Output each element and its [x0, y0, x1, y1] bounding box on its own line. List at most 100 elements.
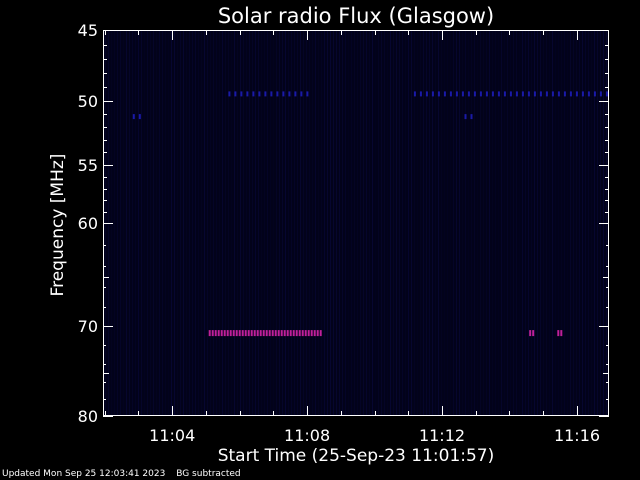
burst-mark	[256, 330, 259, 337]
background-stripe	[477, 31, 478, 415]
burst-mark	[277, 330, 280, 337]
burst-mark	[132, 114, 135, 120]
burst-mark	[485, 91, 488, 97]
burst-mark	[503, 91, 506, 97]
burst-band	[228, 91, 309, 97]
y-tick-label: 80	[78, 407, 98, 426]
burst-mark	[319, 330, 322, 337]
background-stripe	[435, 31, 436, 415]
burst-mark	[557, 91, 560, 97]
background-stripe	[189, 31, 190, 415]
burst-mark	[425, 91, 428, 97]
background-stripe	[345, 31, 346, 415]
burst-mark	[532, 330, 535, 337]
burst-mark	[288, 91, 291, 97]
background-stripe	[363, 31, 364, 415]
background-stripe	[267, 31, 268, 415]
updated-timestamp: Updated Mon Sep 25 12:03:41 2023	[2, 469, 166, 479]
burst-band	[529, 330, 535, 337]
burst-mark	[306, 91, 309, 97]
background-stripe	[273, 31, 274, 415]
background-stripe	[138, 31, 139, 415]
burst-mark	[545, 91, 548, 97]
background-stripe	[216, 31, 217, 415]
background-stripe	[465, 31, 466, 415]
burst-mark	[539, 91, 542, 97]
burst-mark	[259, 330, 262, 337]
background-stripe	[447, 31, 448, 415]
burst-mark	[575, 91, 578, 97]
burst-mark	[247, 330, 250, 337]
background-stripe	[123, 31, 124, 415]
background-stripe	[495, 31, 496, 415]
burst-mark	[479, 91, 482, 97]
background-stripe	[468, 31, 469, 415]
background-stripe	[300, 31, 301, 415]
burst-mark	[307, 330, 310, 337]
background-stripe	[204, 31, 205, 415]
burst-band	[208, 330, 322, 337]
background-stripe	[114, 31, 115, 415]
burst-mark	[467, 91, 470, 97]
background-stripe	[588, 31, 589, 415]
background-stripe	[366, 31, 367, 415]
background-stripe	[531, 31, 532, 415]
burst-mark	[235, 330, 238, 337]
burst-mark	[294, 91, 297, 97]
background-stripe	[279, 31, 280, 415]
background-stripe	[330, 31, 331, 415]
background-stripe	[417, 31, 418, 415]
y-axis-label: Frequency [MHz]	[48, 154, 68, 297]
x-tick-label: 11:04	[149, 426, 195, 445]
background-stripe	[348, 31, 349, 415]
background-stripe	[573, 31, 574, 415]
background-stripe	[378, 31, 379, 415]
burst-mark	[214, 330, 217, 337]
burst-mark	[509, 91, 512, 97]
burst-mark	[286, 330, 289, 337]
background-stripe	[120, 31, 121, 415]
background-stripe	[462, 31, 463, 415]
burst-mark	[282, 91, 285, 97]
burst-mark	[265, 330, 268, 337]
background-stripe	[132, 31, 133, 415]
burst-mark	[262, 330, 265, 337]
background-stripe	[165, 31, 166, 415]
background-stripe	[534, 31, 535, 415]
background-stripe	[522, 31, 523, 415]
burst-mark	[587, 91, 590, 97]
background-stripe	[264, 31, 265, 415]
background-stripe	[567, 31, 568, 415]
background-stripe	[393, 31, 394, 415]
background-stripe	[261, 31, 262, 415]
background-stripe	[252, 31, 253, 415]
burst-mark	[464, 114, 467, 120]
background-stripe	[339, 31, 340, 415]
burst-mark	[217, 330, 220, 337]
background-stripe	[351, 31, 352, 415]
background-stripe	[369, 31, 370, 415]
background-stripe	[594, 31, 595, 415]
background-stripe	[429, 31, 430, 415]
background-stripe	[234, 31, 235, 415]
burst-mark	[241, 330, 244, 337]
background-stripe	[162, 31, 163, 415]
burst-mark	[316, 330, 319, 337]
background-stripe	[270, 31, 271, 415]
background-stripe	[291, 31, 292, 415]
background-stripe	[582, 31, 583, 415]
background-stripe	[411, 31, 412, 415]
burst-mark	[268, 330, 271, 337]
background-stripe	[414, 31, 415, 415]
burst-mark	[301, 330, 304, 337]
background-stripe	[564, 31, 565, 415]
background-stripe	[174, 31, 175, 415]
background-stripe	[399, 31, 400, 415]
background-stripe	[159, 31, 160, 415]
background-stripe	[186, 31, 187, 415]
burst-mark	[234, 91, 237, 97]
background-stripe	[294, 31, 295, 415]
background-stripe	[585, 31, 586, 415]
burst-mark	[229, 330, 232, 337]
burst-mark	[295, 330, 298, 337]
